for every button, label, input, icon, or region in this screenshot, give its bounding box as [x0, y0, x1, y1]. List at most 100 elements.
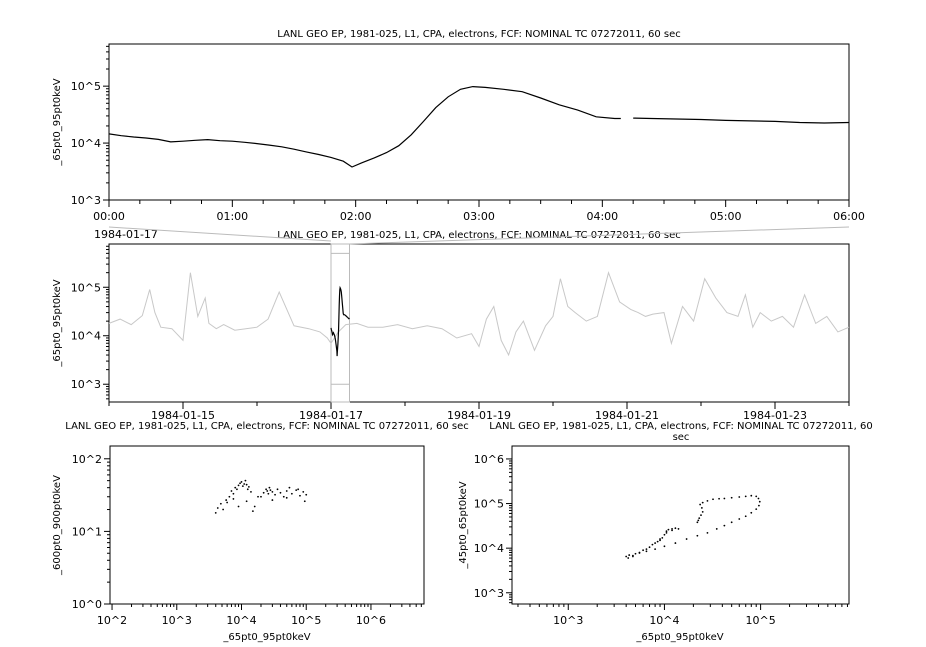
- panel4-point: [699, 503, 702, 506]
- panel4-point: [625, 555, 628, 558]
- panel4-point: [723, 497, 726, 500]
- panel3-point: [267, 492, 270, 495]
- panel2-xtick-label: 1984-01-15: [151, 409, 215, 422]
- panel4-point: [659, 539, 661, 542]
- panel3-ytick-label: 10^2: [72, 453, 102, 466]
- panel4-xtick-label: 10^3: [553, 614, 583, 627]
- panel2-highlight-line: [343, 313, 350, 320]
- panel3-point: [234, 486, 237, 489]
- panel4-point: [755, 508, 758, 511]
- panel4-point: [744, 515, 747, 518]
- panel3-point: [276, 488, 279, 491]
- panel4-point: [738, 496, 741, 498]
- panel2-context-line: [108, 271, 850, 357]
- panel4-point: [661, 536, 664, 539]
- panel1-date-label: 1984-01-17: [94, 228, 158, 241]
- panel3-point: [219, 502, 222, 505]
- panel3-point: [274, 493, 276, 496]
- panel3-point: [239, 482, 241, 485]
- panel3-point: [285, 490, 288, 492]
- panel2-xtick-label: 1984-01-17: [299, 409, 363, 422]
- panel3-point: [244, 479, 247, 482]
- panel4-point: [715, 528, 718, 530]
- panel4-point: [698, 517, 701, 520]
- panel4-xtick-label: 10^5: [746, 614, 776, 627]
- panel4-point: [628, 554, 631, 556]
- zoom-window: [330, 243, 350, 403]
- panel4-frame: [511, 445, 850, 605]
- panel3-point: [222, 508, 225, 511]
- panel3-point: [226, 501, 229, 504]
- panel3-point: [237, 484, 240, 487]
- panel3-point: [250, 490, 252, 493]
- panel1-title: LANL GEO EP, 1981-025, L1, CPA, electron…: [277, 29, 680, 40]
- panel4-point: [654, 542, 657, 544]
- panel3-point: [257, 495, 259, 498]
- panel4-point: [671, 528, 673, 530]
- panel1-ytick-label: 10^3: [71, 194, 101, 207]
- panel4-point: [701, 501, 704, 504]
- panel3-xlabel: _65pt0_95pt0keV: [222, 632, 310, 643]
- panel3-frame: [109, 445, 425, 605]
- panel3-point: [228, 495, 231, 498]
- panel3-point: [232, 492, 235, 495]
- panel4-point: [634, 552, 637, 555]
- panel4-point: [744, 495, 747, 498]
- panel4-ytick-label: 10^3: [474, 587, 504, 600]
- panel1-xtick-label: 01:00: [216, 210, 248, 223]
- panel2-xtick-label: 1984-01-19: [447, 409, 511, 422]
- panel1-xtick-label: 06:00: [833, 210, 865, 223]
- panel1-xtick-label: 00:00: [93, 210, 125, 223]
- panel4-point: [677, 528, 680, 530]
- panel4-point: [696, 534, 699, 537]
- panel3-point: [247, 486, 250, 488]
- panel2-title: LANL GEO EP, 1981-025, L1, CPA, electron…: [277, 230, 680, 241]
- panel3-point: [288, 486, 291, 489]
- panel4-point: [750, 494, 753, 497]
- panel4-point: [674, 527, 677, 530]
- panel4-point: [685, 538, 688, 540]
- panel2-ytick-label: 10^4: [71, 330, 101, 343]
- panel4-title: LANL GEO EP, 1981-025, L1, CPA, electron…: [489, 421, 873, 443]
- panel1-ytick-label: 10^4: [71, 137, 101, 150]
- panel3-point: [295, 489, 298, 492]
- panel4-ytick-label: 10^6: [474, 453, 504, 466]
- panel4-point: [656, 540, 659, 543]
- panel2-ytick-label: 10^5: [71, 281, 101, 294]
- panel4-point: [638, 552, 641, 554]
- panel4-point: [697, 519, 700, 522]
- panel3-point: [240, 481, 243, 483]
- panel4-point: [654, 548, 657, 551]
- panel3-point: [245, 500, 248, 503]
- panel4-point: [755, 495, 758, 498]
- panel3-point: [225, 499, 228, 501]
- panel4-point: [645, 550, 648, 553]
- panel3-point: [232, 498, 235, 500]
- panel1-xtick-label: 04:00: [586, 210, 618, 223]
- panel3-point: [290, 492, 293, 495]
- panel1-ytick-label: 10^5: [71, 80, 101, 93]
- panel3-point: [299, 494, 301, 497]
- panel4-point: [651, 543, 654, 546]
- panel4-point: [663, 545, 666, 548]
- panel3-xtick-label: 10^5: [291, 614, 321, 627]
- panel4-point: [696, 521, 699, 524]
- panel3-point: [230, 490, 233, 492]
- zoom-connector-right: [349, 226, 850, 245]
- panel4-point: [700, 506, 703, 509]
- panel4-point: [659, 538, 661, 540]
- panel4-point: [700, 514, 702, 517]
- panel3-point: [279, 491, 282, 494]
- panel3-point: [246, 488, 249, 491]
- panel3-point: [241, 485, 244, 488]
- panel4-point: [667, 528, 670, 531]
- panel2-frame: [108, 243, 850, 403]
- panel3-point: [260, 495, 262, 498]
- panel4-point: [665, 530, 668, 533]
- panel1-ylabel: _65pt0_95pt0keV: [52, 78, 63, 166]
- panel3-point: [269, 489, 272, 492]
- panel3-point: [245, 483, 248, 486]
- panel3-xtick-label: 10^4: [226, 614, 256, 627]
- panel4-point: [645, 548, 648, 551]
- panel4-point: [671, 529, 673, 532]
